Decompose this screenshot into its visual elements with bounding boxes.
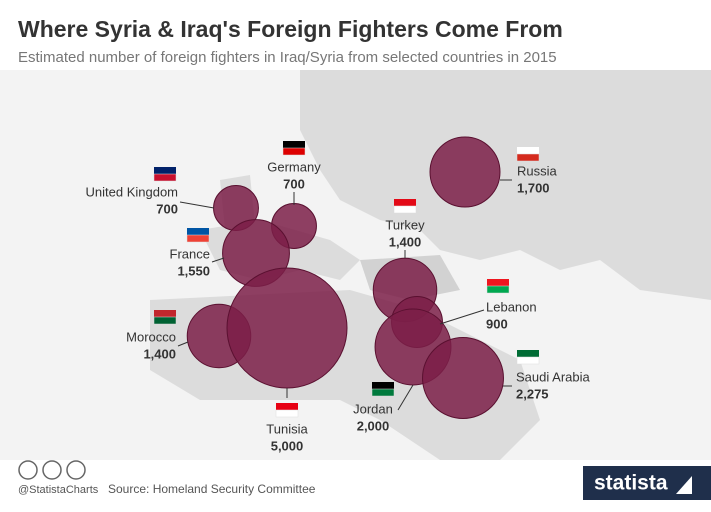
flag xyxy=(282,147,306,156)
flag xyxy=(393,205,417,214)
flag xyxy=(283,141,305,148)
flag xyxy=(154,310,176,317)
value-label: 2,275 xyxy=(516,386,549,401)
leader-line xyxy=(179,201,215,209)
flag xyxy=(517,350,539,357)
source: Source: Homeland Security Committee xyxy=(108,482,316,496)
country-label: Jordan xyxy=(353,401,393,416)
flag xyxy=(154,167,176,174)
country-label: Saudi Arabia xyxy=(516,369,590,384)
value-label: 1,700 xyxy=(517,180,550,195)
flag xyxy=(486,285,510,294)
leader-line xyxy=(397,384,414,411)
country-label: United Kingdom xyxy=(86,184,179,199)
brand: statista xyxy=(594,472,668,495)
flag xyxy=(187,228,209,235)
value-label: 1,400 xyxy=(389,234,422,249)
country-label: Germany xyxy=(267,159,321,174)
country-label: Tunisia xyxy=(266,421,308,436)
leader-line xyxy=(177,341,189,347)
subtitle: Estimated number of foreign fighters in … xyxy=(18,49,557,66)
flag xyxy=(276,403,298,410)
flag xyxy=(371,388,395,397)
footer: @StatistaCharts Source: Homeland Securit… xyxy=(0,460,711,507)
leader-line xyxy=(211,257,225,263)
title: Where Syria & Iraq's Foreign Fighters Co… xyxy=(18,16,563,42)
leader-line xyxy=(439,309,485,325)
value-label: 700 xyxy=(283,176,305,191)
country-label: Russia xyxy=(517,163,558,178)
flag xyxy=(517,147,539,154)
country-label: Morocco xyxy=(126,329,176,344)
country-label: France xyxy=(170,246,210,261)
value-label: 5,000 xyxy=(271,438,304,453)
value-label: 2,000 xyxy=(357,418,390,433)
country-label: Lebanon xyxy=(486,299,537,314)
flag xyxy=(153,173,177,182)
value-label: 900 xyxy=(486,316,508,331)
flag xyxy=(394,199,416,206)
country-label: Turkey xyxy=(385,217,425,232)
bubble xyxy=(226,267,348,389)
handle: @StatistaCharts xyxy=(18,484,99,496)
flag xyxy=(516,153,540,162)
value-label: 1,550 xyxy=(177,263,210,278)
flag xyxy=(186,234,210,243)
bubble xyxy=(422,337,504,419)
flag xyxy=(153,316,177,325)
flag xyxy=(275,409,299,418)
value-label: 700 xyxy=(156,201,178,216)
bubble xyxy=(429,136,501,208)
flag xyxy=(487,279,509,286)
value-label: 1,400 xyxy=(143,346,176,361)
flag xyxy=(516,356,540,365)
bubbles xyxy=(186,136,504,419)
flag xyxy=(372,382,394,389)
labels: United Kingdom 700 Germany 700 France 1,550 Mo… xyxy=(86,141,590,453)
